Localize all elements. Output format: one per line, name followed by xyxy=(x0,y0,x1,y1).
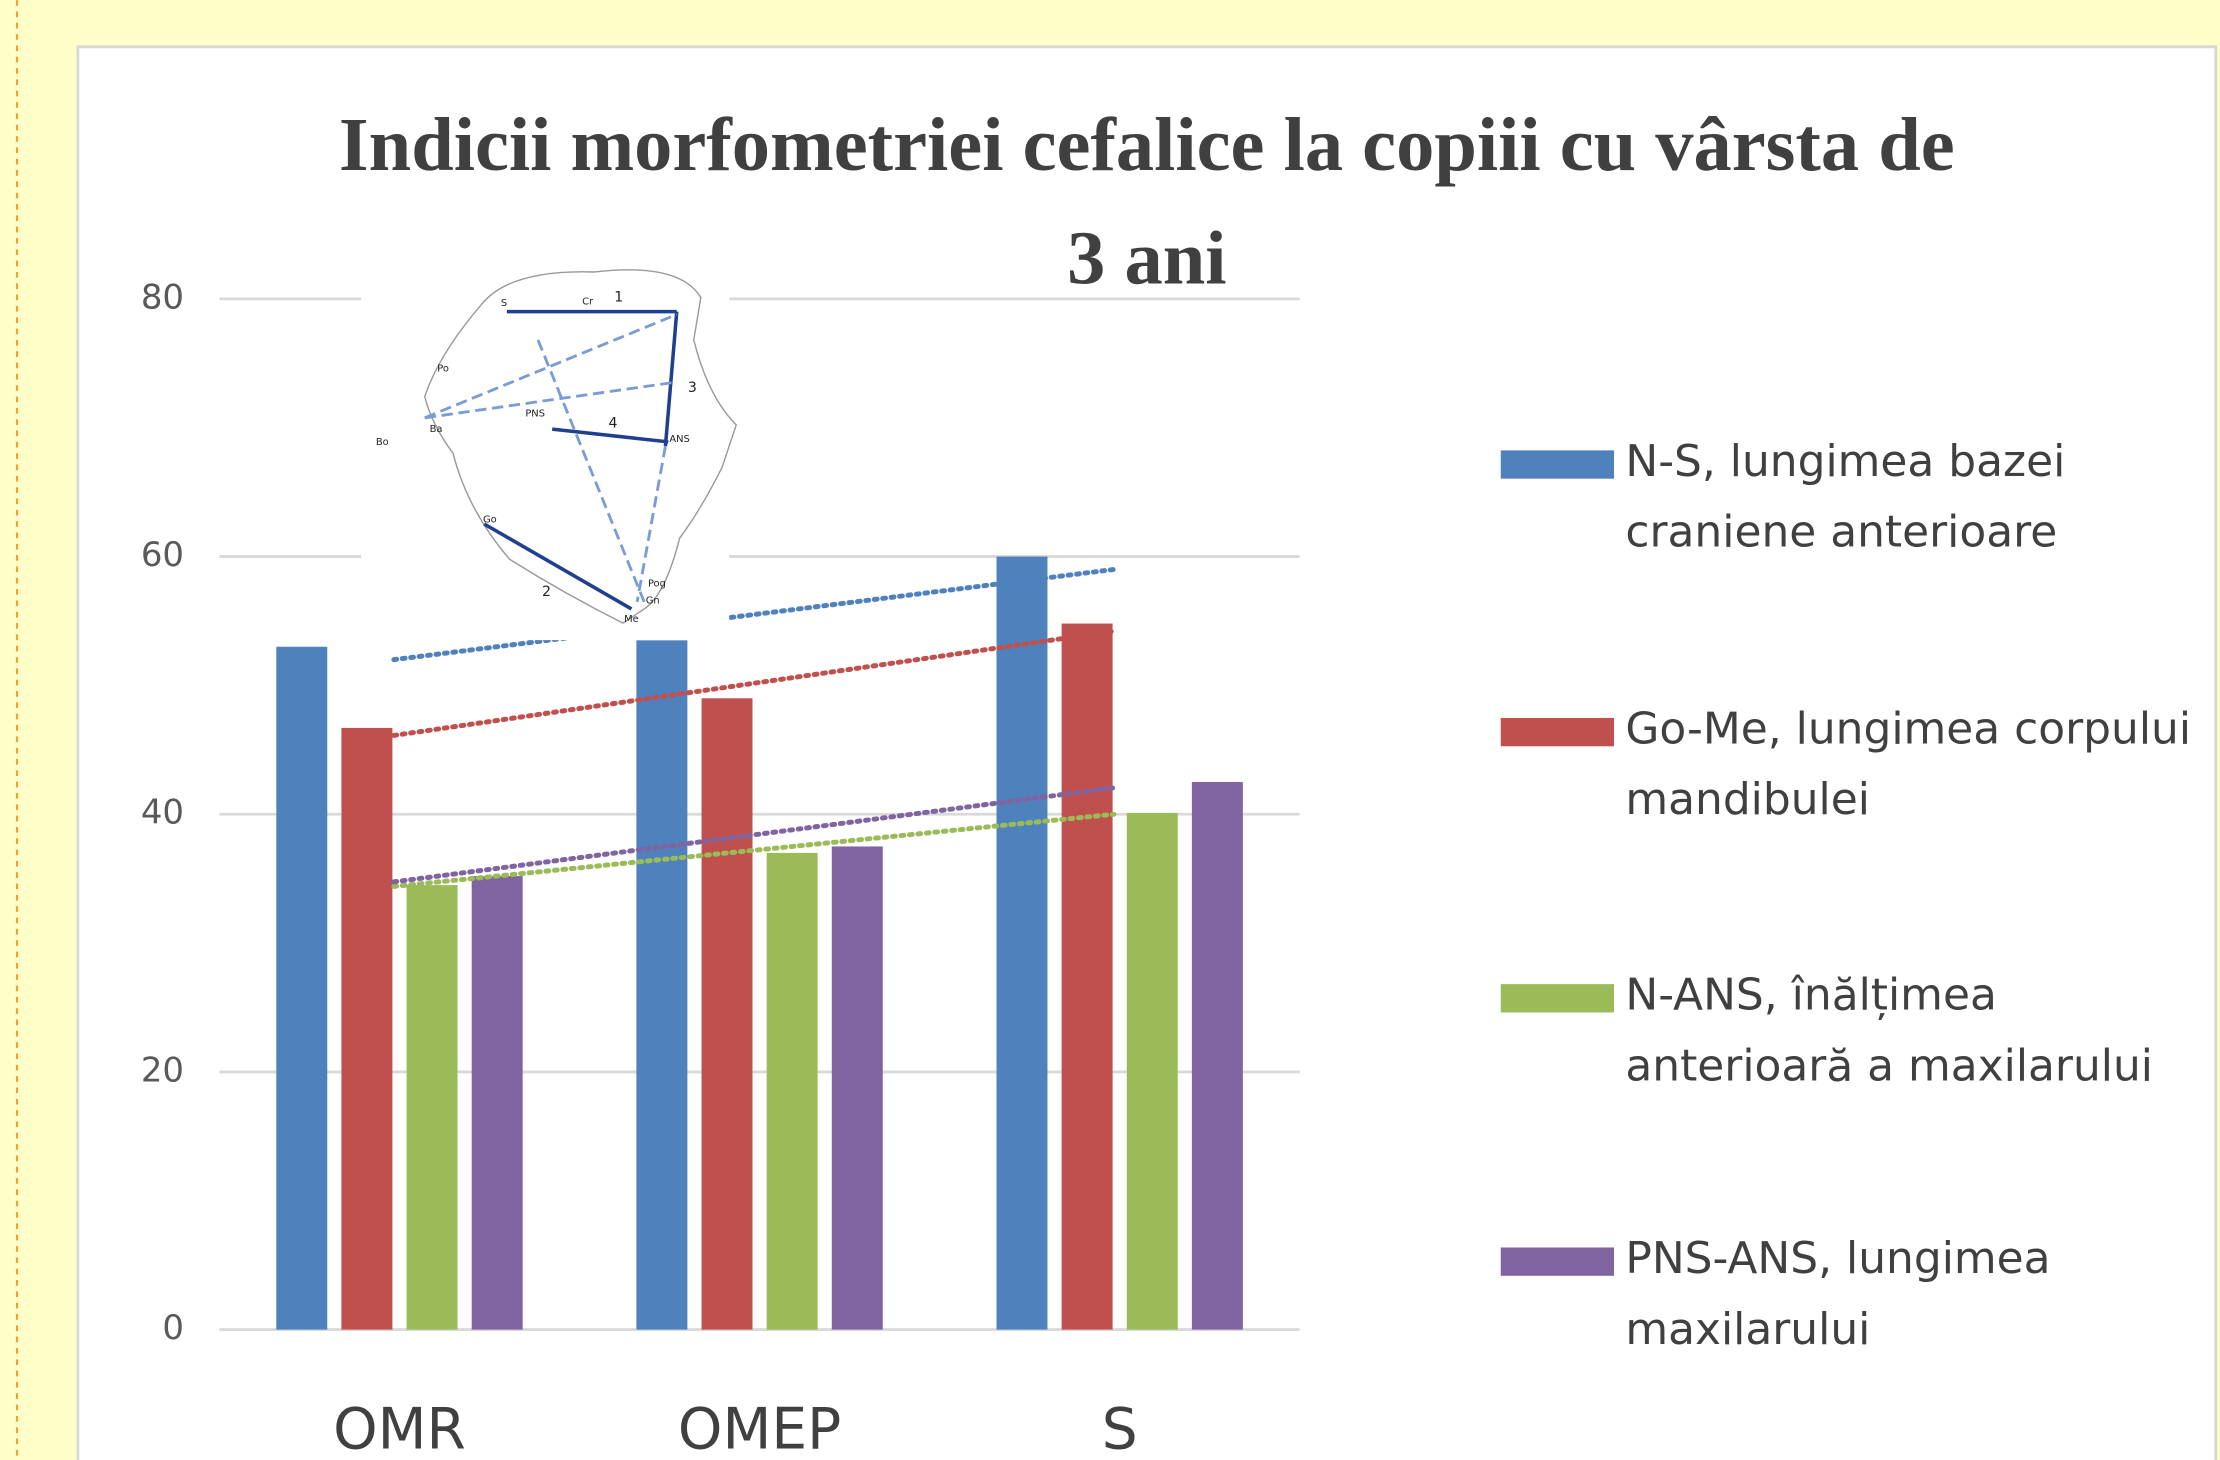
inset-label: Me xyxy=(624,614,639,625)
legend-item: N-S, lungimea bazei craniene anterioare xyxy=(1625,426,2191,582)
chart-title: Indicii morfometriei cefalice la copiii … xyxy=(326,88,1968,315)
legend-label: N-ANS, înălțimea anterioară a maxilarulu… xyxy=(1625,960,2191,1102)
x-tick-label: OMEP xyxy=(678,1397,841,1460)
x-tick-label: S xyxy=(1102,1397,1138,1460)
inset-label: PNS xyxy=(525,409,545,420)
legend-item: PNS-ANS, lungimea maxilarului xyxy=(1625,1223,2191,1379)
bar xyxy=(341,728,392,1330)
bar xyxy=(276,647,327,1330)
chart: 020406080OMROMEPS 1234SCrPoBaBoPNSANSGoM… xyxy=(0,0,2220,1460)
y-tick-label: 40 xyxy=(141,793,184,833)
inset-label: Ba xyxy=(430,424,443,435)
inset-label: Bo xyxy=(376,437,389,448)
legend-item: Go-Me, lungimea corpului mandibulei xyxy=(1625,694,2191,850)
bar xyxy=(407,885,458,1329)
page: 020406080OMROMEPS 1234SCrPoBaBoPNSANSGoM… xyxy=(0,0,2220,1460)
legend-label: N-S, lungimea bazei craniene anterioare xyxy=(1625,426,2191,568)
legend-label: Go-Me, lungimea corpului mandibulei xyxy=(1625,694,2191,836)
legend-swatch xyxy=(1501,718,1614,746)
bar xyxy=(996,557,1047,1330)
inset-label: Po xyxy=(437,363,449,374)
inset-label: 2 xyxy=(542,584,551,600)
legend-swatch xyxy=(1501,1247,1614,1275)
inset-label: Gn xyxy=(646,595,660,606)
bar xyxy=(636,640,687,1329)
legend-label: PNS-ANS, lungimea maxilarului xyxy=(1625,1223,2191,1365)
bar xyxy=(1192,782,1243,1330)
bar xyxy=(1127,813,1178,1330)
bar xyxy=(1062,624,1113,1330)
y-tick-label: 0 xyxy=(162,1308,184,1348)
inset-label: Pog xyxy=(648,578,666,589)
title-box: Indicii morfometriei cefalice la copiii … xyxy=(326,88,1968,329)
legend-swatch xyxy=(1501,984,1614,1012)
y-tick-label: 20 xyxy=(141,1050,184,1090)
x-tick-label: OMR xyxy=(333,1397,466,1460)
bar xyxy=(832,846,883,1329)
inset-label: 4 xyxy=(609,415,618,431)
inset-label: ANS xyxy=(669,434,689,445)
inset-label: Go xyxy=(483,515,497,526)
bar xyxy=(767,853,818,1330)
inset-label: 3 xyxy=(688,380,697,396)
y-tick-label: 80 xyxy=(141,277,184,317)
legend-item: N-ANS, înălțimea anterioară a maxilarulu… xyxy=(1625,960,2191,1116)
y-tick-label: 60 xyxy=(141,535,184,575)
legend-swatch xyxy=(1501,450,1614,478)
bar xyxy=(702,698,753,1329)
bar xyxy=(472,876,523,1330)
